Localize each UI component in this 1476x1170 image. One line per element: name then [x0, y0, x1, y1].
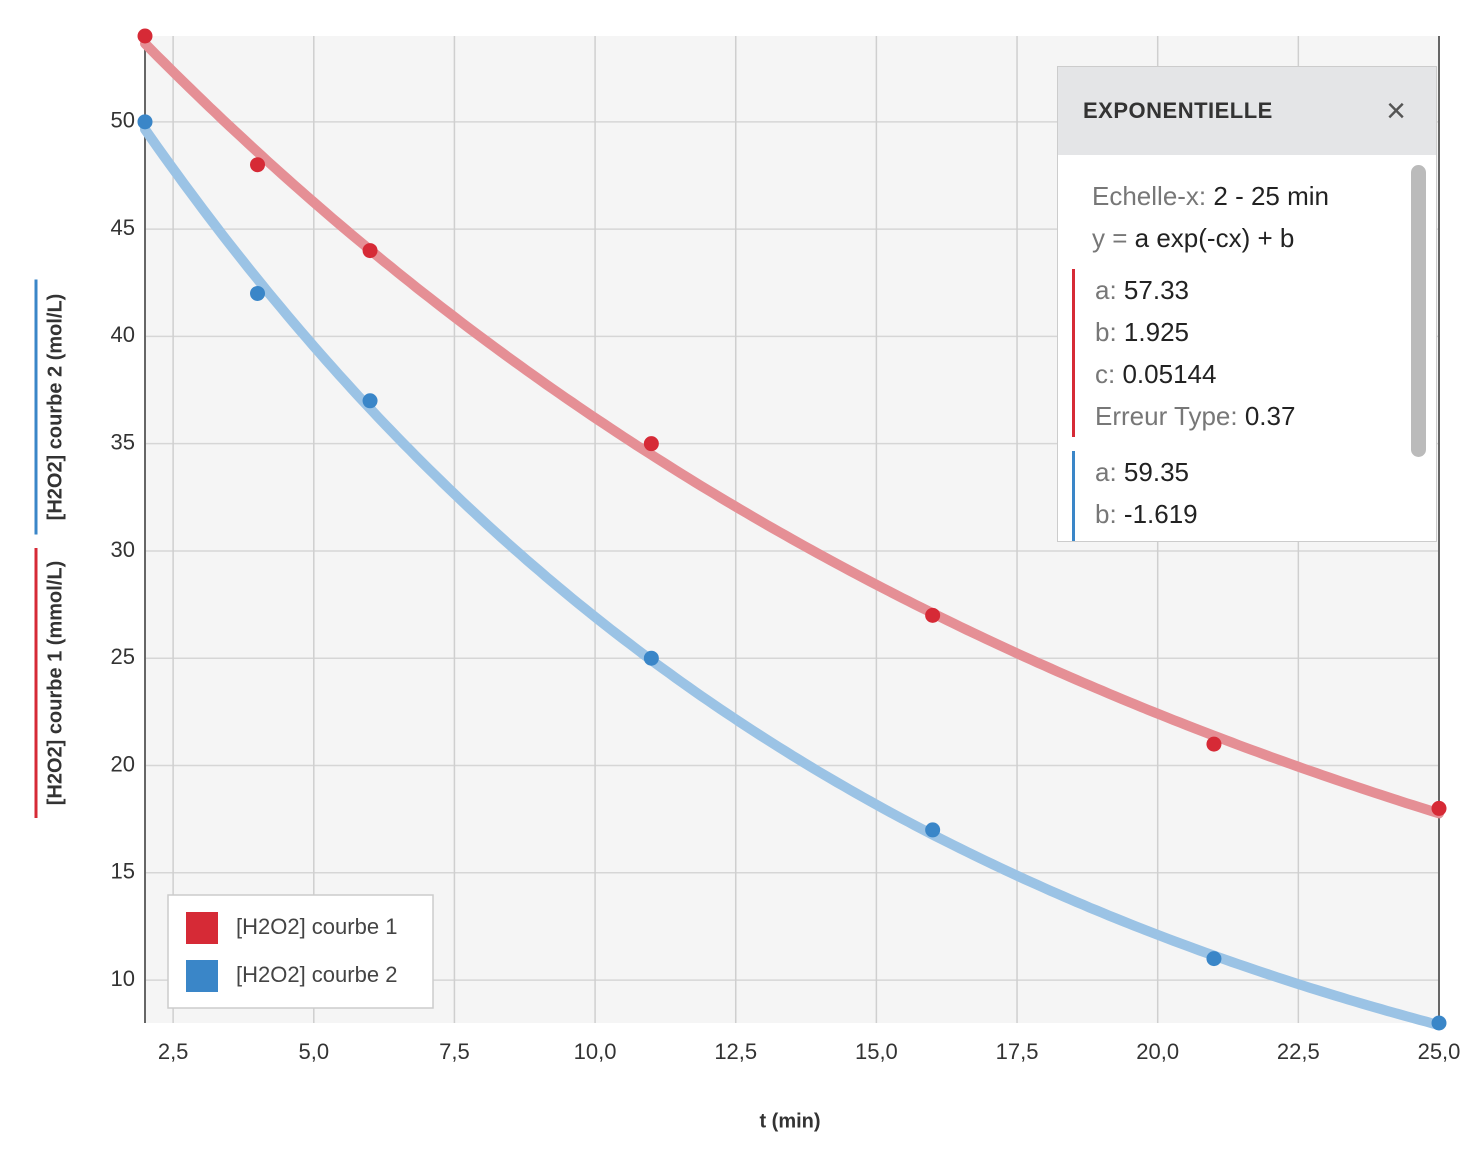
param-row: c: 0.0732 — [1075, 535, 1436, 541]
panel-body: Echelle-x: 2 - 25 min y = a exp(-cx) + b… — [1058, 155, 1436, 541]
data-point — [925, 822, 941, 838]
scale-row: Echelle-x: 2 - 25 min — [1072, 175, 1436, 217]
data-point — [643, 436, 659, 452]
param-row: a: 57.33 — [1075, 269, 1436, 311]
param-label: a: — [1095, 275, 1117, 305]
panel-title: EXPONENTIELLE — [1083, 98, 1273, 123]
data-point — [925, 607, 941, 623]
y-tick-label: 20 — [111, 751, 135, 776]
label: y = — [1092, 223, 1128, 253]
scrollbar[interactable] — [1411, 165, 1426, 457]
value: a exp(-cx) + b — [1134, 223, 1295, 253]
param-value: 0.37 — [1244, 401, 1296, 431]
param-value: 0.05144 — [1122, 359, 1217, 389]
data-point — [362, 243, 378, 259]
param-group: a: 57.33 b: 1.925 c: 0.05144 Erreur Type: 0… — [1072, 269, 1436, 437]
x-tick-label: 22,5 — [1277, 1039, 1320, 1064]
y-axis-label: [H2O2] courbe 2 (mol/L) — [44, 294, 66, 521]
param-label: c: — [1095, 359, 1116, 389]
param-label: b: — [1095, 499, 1117, 529]
y-axis-label-group: [H2O2] courbe 1 (mmol/L) — [34, 548, 66, 818]
fit-curve — [140, 38, 1444, 819]
y-axis-label: [H2O2] courbe 1 (mmol/L) — [44, 561, 66, 805]
data-point — [1206, 736, 1222, 752]
x-tick-label: 17,5 — [996, 1039, 1039, 1064]
x-tick-label: 10,0 — [574, 1039, 617, 1064]
value: 2 - 25 min — [1213, 181, 1329, 211]
param-row: b: 1.925 — [1075, 311, 1436, 353]
param-value: 1.925 — [1123, 317, 1189, 347]
equation-row: y = a exp(-cx) + b — [1072, 217, 1436, 259]
data-point — [137, 28, 153, 44]
x-tick-label: 20,0 — [1136, 1039, 1179, 1064]
param-group: a: 59.35b: -1.619c: 0.0732 — [1072, 451, 1436, 541]
y-tick-label: 50 — [111, 108, 135, 133]
data-point — [362, 393, 378, 409]
y-tick-label: 25 — [111, 644, 135, 669]
x-tick-label: 12,5 — [714, 1039, 757, 1064]
data-point — [137, 114, 153, 130]
data-point — [1431, 800, 1447, 816]
x-tick-label: 7,5 — [439, 1039, 470, 1064]
fit-curve — [140, 124, 1444, 1031]
y-tick-label: 10 — [111, 966, 135, 991]
param-value: 59.35 — [1123, 457, 1189, 487]
param-row: c: 0.05144 — [1075, 353, 1436, 395]
y-axis-label-group: [H2O2] courbe 2 (mol/L) — [34, 279, 66, 535]
param-label: a: — [1095, 457, 1117, 487]
param-label: b: — [1095, 317, 1117, 347]
label: Echelle-x: — [1092, 181, 1207, 211]
fit-panel: EXPONENTIELLE × Echelle-x: 2 - 25 min y … — [1057, 66, 1437, 542]
y-tick-label: 45 — [111, 215, 135, 240]
legend-label: [H2O2] courbe 1 — [236, 914, 397, 939]
y-tick-label: 40 — [111, 322, 135, 347]
panel-header: EXPONENTIELLE × — [1058, 67, 1436, 155]
param-value: -1.619 — [1123, 499, 1198, 529]
data-point — [1431, 1015, 1447, 1031]
param-label: Erreur Type: — [1095, 401, 1238, 431]
data-point — [643, 650, 659, 666]
x-tick-label: 2,5 — [158, 1039, 189, 1064]
data-point — [250, 285, 266, 301]
x-axis-label: t (min) — [759, 1110, 820, 1132]
data-point — [1206, 951, 1222, 967]
legend-swatch — [186, 912, 218, 944]
x-tick-label: 5,0 — [298, 1039, 329, 1064]
close-button[interactable]: × — [1386, 91, 1406, 130]
legend: [H2O2] courbe 1 [H2O2] courbe 2 — [167, 894, 434, 1009]
x-tick-label: 25,0 — [1418, 1039, 1461, 1064]
data-point — [250, 157, 266, 173]
param-row: b: -1.619 — [1075, 493, 1436, 535]
y-tick-label: 35 — [111, 429, 135, 454]
legend-swatch — [186, 960, 218, 992]
param-row: Erreur Type: 0.37 — [1075, 395, 1436, 437]
legend-label: [H2O2] courbe 2 — [236, 962, 397, 987]
y-tick-label: 15 — [111, 859, 135, 884]
param-value: 57.33 — [1123, 275, 1189, 305]
y-tick-label: 30 — [111, 537, 135, 562]
param-row: a: 59.35 — [1075, 451, 1436, 493]
x-tick-label: 15,0 — [855, 1039, 898, 1064]
